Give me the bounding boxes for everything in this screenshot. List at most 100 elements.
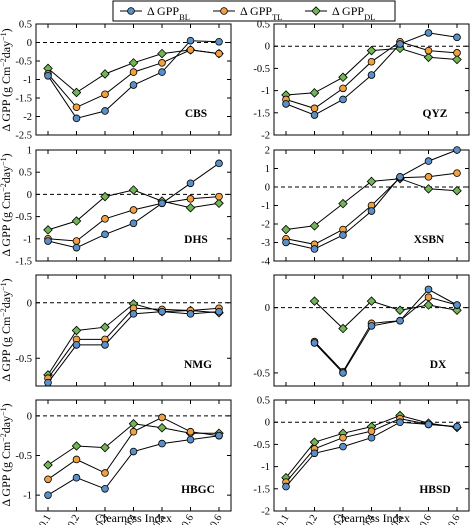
y-tick-label: -2 (23, 112, 32, 123)
y-axis-title: Δ GPP (g Cm−2day−1) (0, 403, 13, 506)
y-tick-label: 2 (265, 146, 270, 157)
legend-label: Δ GPPTL (240, 4, 282, 22)
data-point-bl (424, 420, 433, 429)
y-axis-title-part: day (0, 166, 13, 183)
data-point-dl (157, 48, 167, 59)
data-point-tl (453, 169, 461, 177)
y-axis-title-exponent: −1 (0, 32, 8, 41)
data-point-dl (100, 69, 110, 79)
series-bl (282, 146, 461, 253)
y-axis-title-part: Δ GPP (g Cm (0, 66, 13, 132)
data-point-bl (72, 341, 81, 349)
series-dl (281, 410, 462, 483)
data-point-bl (396, 316, 404, 325)
series-tl (282, 37, 461, 113)
data-point-bl (453, 146, 461, 154)
panel-nmg: 0 -0.5 NMG (15, 274, 232, 387)
data-point-tl (367, 57, 376, 66)
data-point-bl (367, 322, 376, 330)
data-point-bl (310, 339, 319, 347)
y-tick-label: 0 (265, 303, 270, 314)
series-bl (44, 431, 223, 499)
data-point-bl (396, 40, 404, 48)
data-point-bl (367, 71, 376, 79)
y-tick-label: -2.5 (15, 131, 32, 142)
y-tick-label: -0.5 (253, 440, 270, 451)
series-dl (43, 185, 224, 235)
series-bl (282, 418, 461, 491)
y-tick-label: 1 (27, 146, 32, 157)
data-point-tl (129, 68, 138, 76)
y-axis-title-part: Δ GPP (g Cm (0, 191, 13, 257)
x-tick-label: <0.1 (273, 513, 292, 525)
panel-xsbn: 2 1 0 -1 -2 -3 -4 XSBN (261, 146, 470, 268)
data-point-bl (158, 68, 166, 76)
y-axis-title: Δ GPP (g Cm−2day−1) (0, 153, 13, 256)
series-bl (282, 29, 461, 119)
series-line-dl (314, 300, 458, 330)
data-point-dl (395, 305, 405, 316)
data-point-tl (186, 427, 195, 436)
x-tick-label: 0.1–0.2 (57, 513, 82, 525)
data-point-dl (71, 441, 82, 451)
data-point-dl (423, 52, 434, 63)
data-point-dl (366, 296, 377, 306)
y-tick-label: -1.5 (15, 94, 32, 105)
data-point-bl (158, 439, 166, 448)
y-axis-title-part: ) (0, 28, 13, 32)
data-point-bl (215, 159, 223, 168)
data-point-dl (157, 422, 167, 433)
data-point-bl (158, 307, 166, 316)
y-tick-label: 0.5 (19, 20, 32, 31)
y-tick-label: -2 (261, 220, 270, 231)
data-point-bl (44, 378, 52, 387)
data-point-bl (101, 484, 109, 493)
y-tick-label: 0 (27, 298, 32, 309)
data-point-tl (72, 103, 81, 112)
data-point-dl (128, 58, 139, 68)
y-tick-label: 0 (27, 190, 32, 201)
data-point-bl (186, 36, 195, 45)
data-point-bl (215, 307, 223, 316)
data-point-bl (186, 310, 195, 318)
data-point-bl (310, 245, 319, 253)
y-tick-label: -1 (23, 491, 32, 502)
legend-label: Δ GPPDL (332, 4, 375, 22)
y-axis-title-exponent: −1 (0, 157, 8, 166)
y-tick-label: -0.5 (15, 451, 32, 462)
data-point-tl (215, 192, 223, 201)
data-point-tl (158, 59, 166, 67)
data-point-bl (215, 431, 223, 440)
data-point-bl (44, 237, 52, 245)
series-tl (44, 192, 223, 245)
data-point-bl (396, 173, 404, 181)
data-point-tl (101, 215, 109, 223)
y-tick-label: -1 (261, 462, 270, 473)
data-point-bl (282, 482, 290, 491)
y-axis-title-exponent: −1 (0, 407, 8, 416)
data-point-dl (281, 224, 291, 235)
series-bl (44, 307, 223, 387)
data-point-bl (129, 310, 138, 318)
data-point-dl (43, 225, 53, 235)
y-tick-label: -2 (261, 131, 270, 142)
data-point-tl (101, 469, 109, 477)
data-point-tl (186, 195, 195, 203)
series-tl (44, 46, 223, 112)
y-axis-title: Δ GPP (g Cm−2day−1) (0, 278, 13, 381)
data-point-dl (338, 72, 348, 83)
data-point-dl (452, 185, 462, 196)
data-point-dl (338, 198, 348, 209)
legend: Δ GPPBL Δ GPPTL Δ GPPDL (112, 0, 396, 22)
y-tick-label: -0.5 (253, 64, 270, 75)
data-point-bl (367, 207, 376, 215)
data-point-dl (452, 54, 462, 65)
data-point-tl (339, 84, 347, 93)
data-point-tl (186, 46, 195, 54)
panel-qyz: 0.5 0 -0.5 -1 -1.5 -2 QYZ (253, 20, 470, 142)
legend-entry-bl: Δ GPPBL (120, 4, 190, 22)
data-point-bl (101, 341, 109, 349)
series-bl (310, 285, 461, 377)
y-tick-label: -0.5 (15, 354, 32, 365)
